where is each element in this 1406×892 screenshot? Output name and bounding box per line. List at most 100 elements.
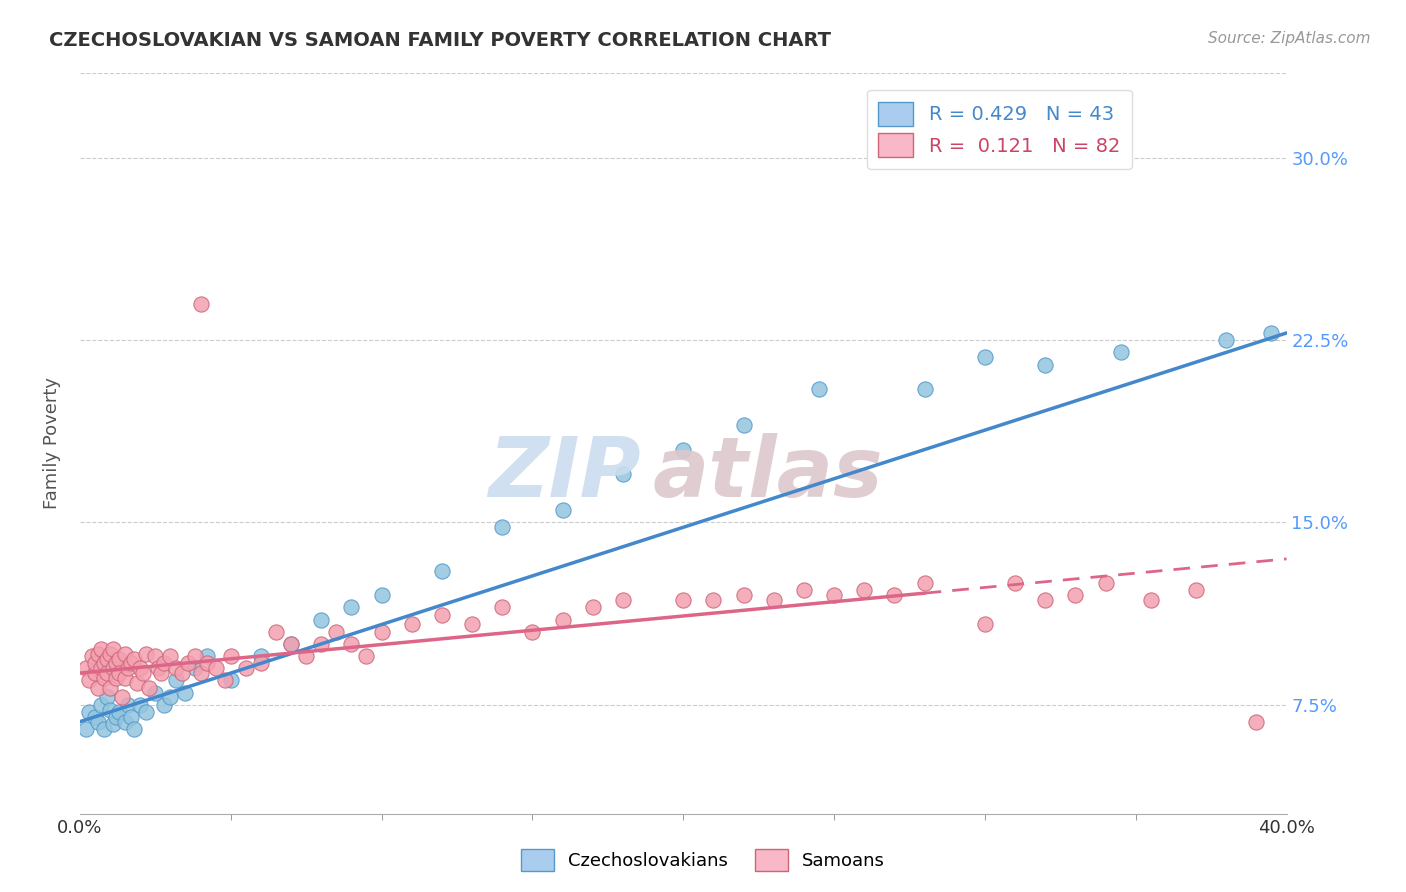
Point	[491, 520, 513, 534]
Point	[153, 698, 176, 712]
Point	[93, 657, 115, 671]
Point	[105, 671, 128, 685]
Point	[159, 649, 181, 664]
Point	[90, 661, 112, 675]
Point	[430, 564, 453, 578]
Point	[120, 710, 142, 724]
Point	[582, 600, 605, 615]
Point	[80, 649, 103, 664]
Point	[87, 681, 110, 695]
Point	[1260, 326, 1282, 340]
Point	[153, 657, 176, 671]
Point	[174, 685, 197, 699]
Point	[120, 657, 142, 671]
Point	[340, 600, 363, 615]
Point	[98, 702, 121, 716]
Point	[1246, 714, 1268, 729]
Point	[401, 617, 423, 632]
Point	[122, 722, 145, 736]
Point	[1094, 576, 1116, 591]
Point	[214, 673, 236, 688]
Point	[551, 503, 574, 517]
Point	[138, 681, 160, 695]
Point	[219, 649, 242, 664]
Point	[702, 593, 724, 607]
Point	[75, 722, 97, 736]
Point	[1140, 593, 1163, 607]
Text: Source: ZipAtlas.com: Source: ZipAtlas.com	[1208, 31, 1371, 46]
Point	[974, 350, 997, 364]
Point	[96, 690, 118, 705]
Point	[883, 588, 905, 602]
Point	[491, 600, 513, 615]
Point	[280, 637, 302, 651]
Point	[183, 661, 205, 675]
Point	[1033, 593, 1056, 607]
Point	[75, 661, 97, 675]
Point	[114, 647, 136, 661]
Point	[111, 690, 134, 705]
Point	[122, 651, 145, 665]
Point	[183, 649, 205, 664]
Point	[370, 624, 392, 639]
Point	[98, 681, 121, 695]
Point	[172, 666, 194, 681]
Point	[250, 657, 273, 671]
Point	[105, 657, 128, 671]
Text: ZIP: ZIP	[488, 433, 641, 514]
Point	[430, 607, 453, 622]
Point	[250, 649, 273, 664]
Point	[90, 698, 112, 712]
Point	[522, 624, 544, 639]
Point	[325, 624, 347, 639]
Point	[340, 637, 363, 651]
Point	[219, 673, 242, 688]
Point	[90, 641, 112, 656]
Point	[235, 661, 257, 675]
Point	[96, 651, 118, 665]
Y-axis label: Family Poverty: Family Poverty	[44, 377, 60, 509]
Point	[1109, 345, 1132, 359]
Point	[309, 637, 332, 651]
Point	[108, 705, 131, 719]
Point	[733, 418, 755, 433]
Point	[105, 710, 128, 724]
Point	[612, 593, 634, 607]
Point	[1185, 583, 1208, 598]
Point	[165, 661, 187, 675]
Point	[295, 649, 318, 664]
Point	[264, 624, 287, 639]
Point	[114, 714, 136, 729]
Point	[127, 675, 149, 690]
Point	[1033, 358, 1056, 372]
Point	[129, 661, 152, 675]
Point	[135, 647, 157, 661]
Point	[177, 657, 200, 671]
Point	[108, 651, 131, 665]
Point	[733, 588, 755, 602]
Point	[96, 666, 118, 681]
Point	[190, 666, 212, 681]
Point	[93, 671, 115, 685]
Point	[150, 666, 173, 681]
Point	[309, 613, 332, 627]
Point	[672, 593, 695, 607]
Point	[914, 576, 936, 591]
Point	[807, 382, 830, 396]
Point	[129, 698, 152, 712]
Point	[1215, 333, 1237, 347]
Point	[853, 583, 876, 598]
Point	[612, 467, 634, 481]
Point	[108, 666, 131, 681]
Point	[461, 617, 484, 632]
Point	[370, 588, 392, 602]
Point	[148, 661, 170, 675]
Point	[551, 613, 574, 627]
Point	[914, 382, 936, 396]
Point	[84, 657, 107, 671]
Point	[101, 717, 124, 731]
Legend: R = 0.429   N = 43, R =  0.121   N = 82: R = 0.429 N = 43, R = 0.121 N = 82	[866, 90, 1132, 169]
Point	[84, 710, 107, 724]
Point	[793, 583, 815, 598]
Point	[77, 673, 100, 688]
